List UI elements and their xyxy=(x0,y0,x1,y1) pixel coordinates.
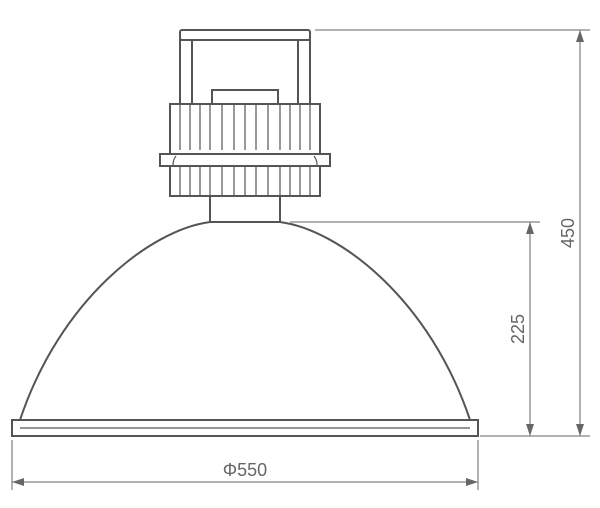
dim-width: Φ550 xyxy=(12,440,478,490)
dim-full-label: 450 xyxy=(558,218,578,248)
dim-lower-label: 225 xyxy=(508,314,528,344)
drawing-canvas: Φ550 225 450 xyxy=(0,0,600,508)
luminaire-drawing xyxy=(12,30,478,436)
reflector-shade xyxy=(12,222,478,436)
dim-width-label: Φ550 xyxy=(223,460,267,480)
driver-housing xyxy=(160,90,330,196)
neck xyxy=(210,196,280,222)
